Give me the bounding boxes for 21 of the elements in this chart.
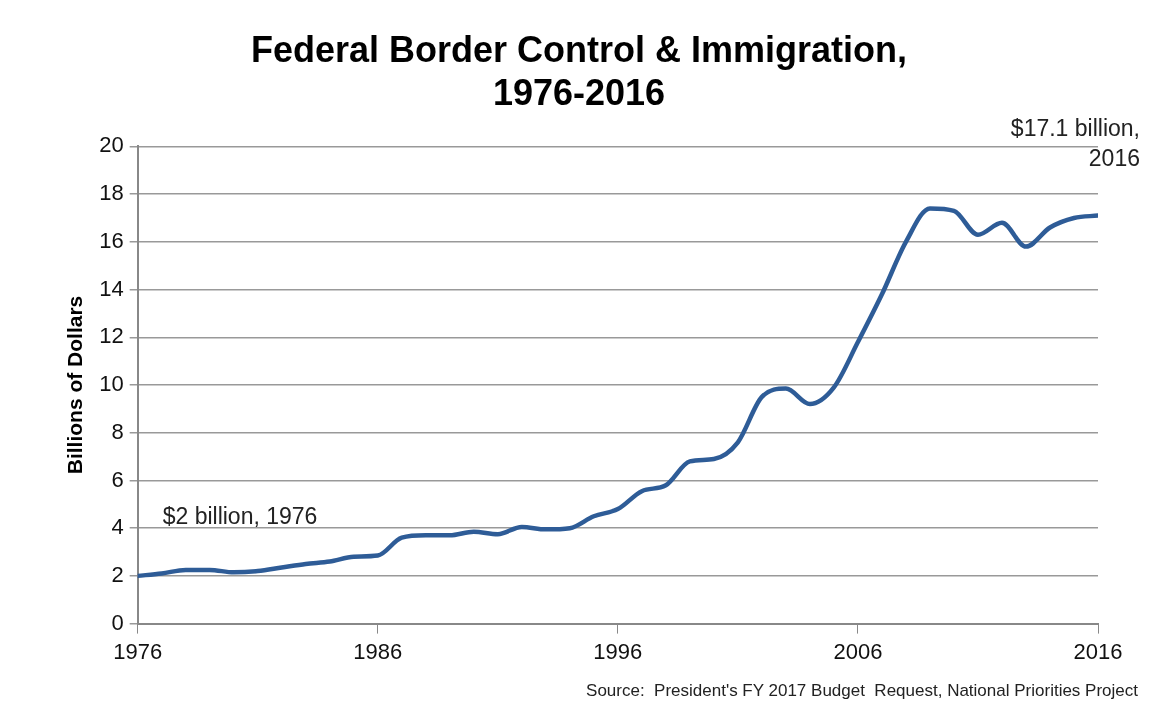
y-tick-label: 4: [111, 514, 124, 540]
x-tick-label: 1986: [353, 638, 403, 664]
x-tick-label: 1976: [113, 638, 163, 664]
y-tick-label: 14: [99, 275, 124, 301]
y-tick-label: 0: [111, 609, 124, 635]
x-tick-label: 1996: [593, 638, 643, 664]
y-tick-label: 20: [99, 132, 124, 158]
y-tick-label: 10: [99, 371, 124, 397]
source-note: Source: President's FY 2017 Budget Request, National Priorities Project: [586, 681, 1139, 700]
x-tick-label: 2006: [833, 638, 883, 664]
y-tick-label: 18: [99, 180, 124, 206]
annotation: $17.1 billion, 2016: [1010, 115, 1140, 172]
x-tick-label: 2016: [1073, 638, 1123, 664]
y-tick-label: 12: [99, 323, 124, 349]
chart-title: Federal Border Control & Immigration, 1976-2016: [250, 28, 908, 113]
y-axis-title: Billions of Dollars: [63, 295, 87, 475]
y-tick-label: 8: [111, 418, 124, 444]
y-tick-label: 2: [111, 561, 124, 587]
annotation: $2 billion, 1976: [162, 502, 318, 529]
y-tick-label: 16: [99, 227, 124, 253]
y-tick-label: 6: [111, 466, 124, 492]
